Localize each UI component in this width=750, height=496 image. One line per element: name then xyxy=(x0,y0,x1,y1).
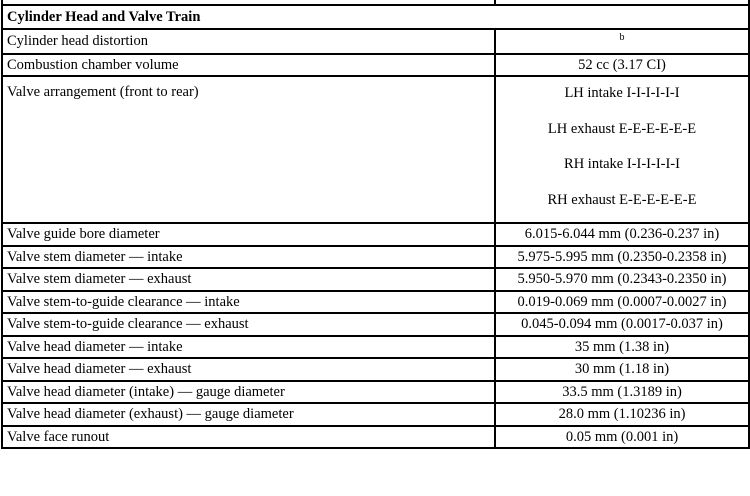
spec-value: LH intake I-I-I-I-I-I LH exhaust E-E-E-E… xyxy=(494,75,750,224)
spec-label: Valve stem-to-guide clearance — intake xyxy=(1,289,496,314)
spec-value: 5.975-5.995 mm (0.2350-0.2358 in) xyxy=(494,244,750,269)
spec-label: Valve arrangement (front to rear) xyxy=(1,75,496,224)
table-row: Valve head diameter (intake) — gauge dia… xyxy=(1,379,750,404)
spec-value: 35 mm (1.38 in) xyxy=(494,334,750,359)
spec-value: 33.5 mm (1.3189 in) xyxy=(494,379,750,404)
spec-value-line: LH exhaust E-E-E-E-E-E xyxy=(547,120,697,137)
spec-label: Valve face runout xyxy=(1,424,496,449)
spec-label: Valve stem diameter — intake xyxy=(1,244,496,269)
spec-value: 0.045-0.094 mm (0.0017-0.037 in) xyxy=(494,312,750,337)
section-title: Cylinder Head and Valve Train xyxy=(1,4,750,30)
spec-label: Valve head diameter (intake) — gauge dia… xyxy=(1,379,496,404)
spec-label: Valve head diameter — exhaust xyxy=(1,357,496,382)
table-row: Valve stem-to-guide clearance — intake 0.… xyxy=(1,289,750,314)
table-row: Valve stem diameter — exhaust 5.950-5.970… xyxy=(1,267,750,292)
spec-value: 0.05 mm (0.001 in) xyxy=(494,424,750,449)
spec-table: Cylinder Head and Valve Train Cylinder h… xyxy=(1,0,750,449)
spec-value-line: RH exhaust E-E-E-E-E-E xyxy=(547,191,697,208)
table-row: Valve head diameter (exhaust) — gauge di… xyxy=(1,402,750,427)
table-row: Valve guide bore diameter 6.015-6.044 mm … xyxy=(1,222,750,247)
section-header: Cylinder Head and Valve Train xyxy=(1,4,750,30)
spec-label: Valve stem diameter — exhaust xyxy=(1,267,496,292)
table-row: Valve head diameter — exhaust 30 mm (1.18… xyxy=(1,357,750,382)
table-row: Valve face runout 0.05 mm (0.001 in) xyxy=(1,424,750,449)
table-row: Cylinder head distortion b xyxy=(1,28,750,55)
spec-label: Valve guide bore diameter xyxy=(1,222,496,247)
spec-label: Valve head diameter — intake xyxy=(1,334,496,359)
spec-label: Combustion chamber volume xyxy=(1,52,496,77)
spec-value: 5.950-5.970 mm (0.2343-0.2350 in) xyxy=(494,267,750,292)
table-row: Valve head diameter — intake 35 mm (1.38 … xyxy=(1,334,750,359)
spec-value: 28.0 mm (1.10236 in) xyxy=(494,402,750,427)
table-row: Valve stem diameter — intake 5.975-5.995 … xyxy=(1,244,750,269)
previous-row xyxy=(1,0,750,6)
spec-value: 6.015-6.044 mm (0.236-0.237 in) xyxy=(494,222,750,247)
spec-value: 52 cc (3.17 CI) xyxy=(494,52,750,77)
spec-value: 0.019-0.069 mm (0.0007-0.0027 in) xyxy=(494,289,750,314)
table-row: Valve stem-to-guide clearance — exhaust 0… xyxy=(1,312,750,337)
table-row: Valve arrangement (front to rear) LH int… xyxy=(1,75,750,224)
spec-label: Valve head diameter (exhaust) — gauge di… xyxy=(1,402,496,427)
spec-value-line: LH intake I-I-I-I-I-I xyxy=(564,85,680,101)
spec-footnote: b xyxy=(494,28,750,55)
spec-label: Valve stem-to-guide clearance — exhaust xyxy=(1,312,496,337)
spec-value: 30 mm (1.18 in) xyxy=(494,357,750,382)
table-row: Combustion chamber volume 52 cc (3.17 CI) xyxy=(1,52,750,77)
spec-label: Cylinder head distortion xyxy=(1,28,496,55)
spec-value-line: RH intake I-I-I-I-I-I xyxy=(564,156,680,172)
